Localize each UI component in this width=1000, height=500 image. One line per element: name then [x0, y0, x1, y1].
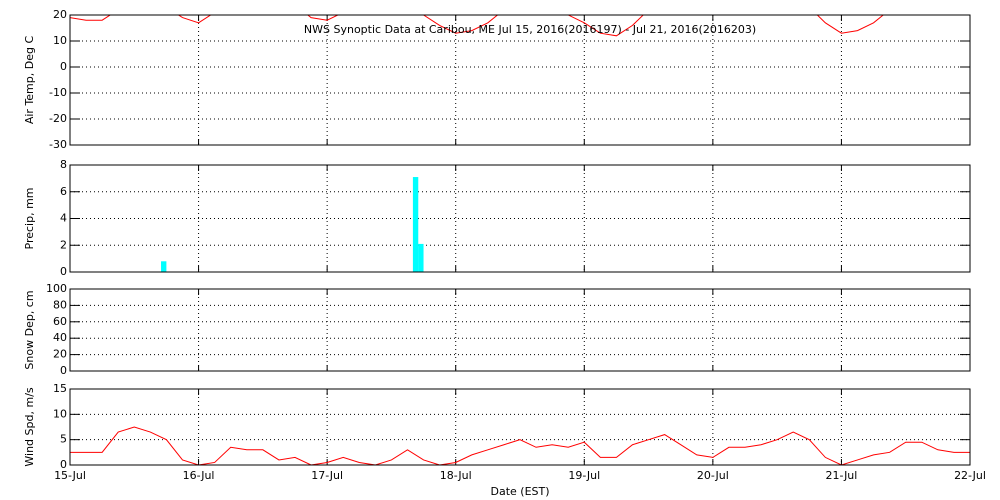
- line: [70, 15, 885, 37]
- y-tick-label: 4: [60, 212, 67, 225]
- y-tick-label: 20: [53, 8, 67, 21]
- y-tick-label: 60: [53, 315, 67, 328]
- bar: [161, 261, 167, 272]
- y-axis-label: Precip, mm: [23, 188, 36, 250]
- bar: [418, 243, 424, 272]
- y-axis-label: Air Temp, Deg C: [23, 36, 36, 125]
- y-tick-label: -30: [49, 138, 67, 151]
- y-tick-label: 0: [60, 60, 67, 73]
- plot-frame: [69, 164, 971, 273]
- x-tick-label: 22-Jul: [954, 469, 986, 482]
- y-axis-label: Wind Spd, m/s: [23, 387, 36, 467]
- x-tick-label: 15-Jul: [54, 469, 86, 482]
- x-tick-label: 16-Jul: [183, 469, 215, 482]
- y-tick-label: 10: [53, 407, 67, 420]
- y-tick-label: -10: [49, 86, 67, 99]
- x-axis-label: Date (EST): [490, 485, 549, 498]
- line: [70, 426, 970, 465]
- y-tick-label: 6: [60, 185, 67, 198]
- bar: [412, 177, 419, 272]
- y-tick-label: 0: [60, 458, 67, 471]
- chart-title: NWS Synoptic Data at Caribou, ME Jul 15,…: [304, 23, 756, 36]
- y-tick-label: 10: [53, 34, 67, 47]
- y-tick-label: 40: [53, 331, 67, 344]
- x-tick-label: 19-Jul: [568, 469, 600, 482]
- y-tick-label: 80: [53, 298, 67, 311]
- y-tick-label: 0: [60, 265, 67, 278]
- x-tick-label: 18-Jul: [440, 469, 472, 482]
- y-tick-label: -20: [49, 112, 67, 125]
- y-tick-label: 0: [60, 364, 67, 377]
- y-tick-label: 15: [53, 382, 67, 395]
- y-tick-label: 8: [60, 158, 67, 171]
- y-tick-label: 2: [60, 238, 67, 251]
- plot-frame: [69, 288, 971, 372]
- y-tick-label: 100: [46, 282, 67, 295]
- y-axis-label: Snow Dep, cm: [23, 290, 36, 369]
- plot-frame: [69, 14, 971, 146]
- x-tick-label: 17-Jul: [311, 469, 343, 482]
- y-tick-label: 5: [60, 433, 67, 446]
- x-tick-label: 21-Jul: [825, 469, 857, 482]
- x-tick-label: 20-Jul: [697, 469, 729, 482]
- plot-frame: [69, 388, 971, 466]
- y-tick-label: 20: [53, 348, 67, 361]
